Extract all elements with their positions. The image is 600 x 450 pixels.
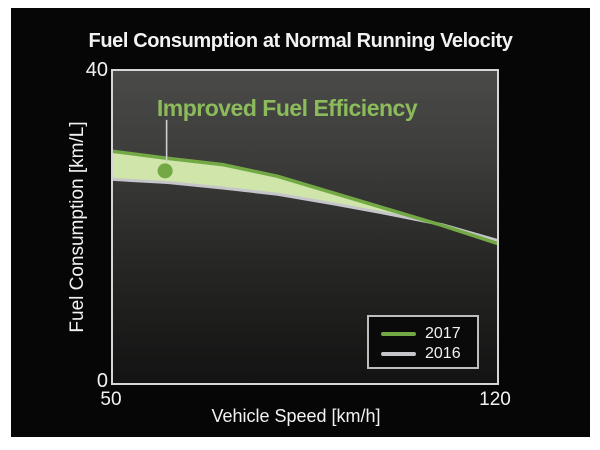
legend: 2017 2016 <box>367 315 479 369</box>
chart-title: Fuel Consumption at Normal Running Veloc… <box>88 30 513 52</box>
y-tick-40: 40 <box>85 59 108 81</box>
legend-swatch-2017 <box>381 332 416 336</box>
x-tick-50: 50 <box>100 389 122 410</box>
x-tick-120: 120 <box>479 389 511 410</box>
legend-swatch-2016 <box>381 352 416 356</box>
improvement-band <box>113 151 497 244</box>
annotation-marker-dot <box>157 163 173 179</box>
legend-item-2017: 2017 <box>381 324 477 344</box>
y-axis-label: Fuel Consumption [km/L] <box>67 121 88 333</box>
legend-item-2016: 2016 <box>381 344 477 364</box>
legend-label-2016: 2016 <box>425 345 461 362</box>
annotation-label: Improved Fuel Efficiency <box>156 95 418 121</box>
x-axis-label: Vehicle Speed [km/h] <box>211 406 381 426</box>
chart-frame: Fuel Consumption at Normal Running Veloc… <box>11 8 590 437</box>
legend-label-2017: 2017 <box>425 325 461 342</box>
plot-area: Improved Fuel Efficiency 2017 2016 <box>111 69 499 385</box>
y-tick-0: 0 <box>96 370 108 392</box>
chart-canvas <box>113 119 497 246</box>
line-2017 <box>113 149 497 246</box>
